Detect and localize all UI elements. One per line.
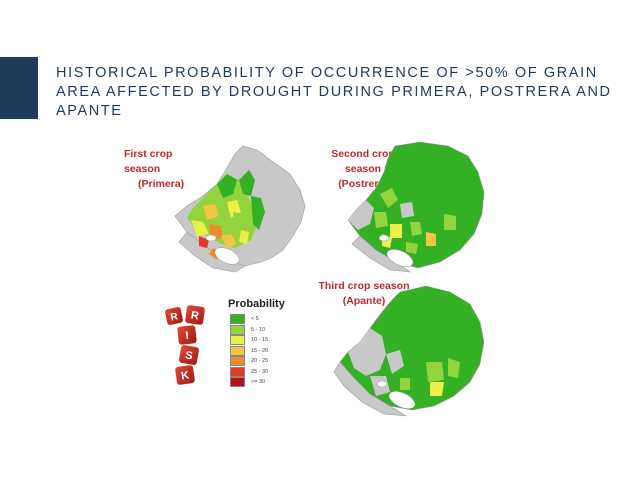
die-letter: K	[180, 369, 190, 382]
map-label-line: (Primera)	[138, 178, 185, 190]
map-label-line: Third crop season	[318, 280, 410, 292]
legend-label: 25 - 30	[251, 368, 269, 375]
legend-swatch	[230, 335, 245, 345]
legend-swatch	[230, 366, 245, 377]
map-label-line: Second crop season	[331, 148, 395, 175]
legend-label: 20 - 25	[251, 358, 269, 364]
legend-item: 25 - 30	[230, 366, 269, 377]
map-label-line: (Postrera)	[338, 178, 388, 190]
legend-label: 5 - 10	[251, 326, 266, 333]
die: I	[177, 325, 197, 345]
legend-label: 15 - 20	[251, 347, 269, 354]
legend-item: 15 - 20	[230, 345, 269, 356]
legend-label: < 5	[251, 316, 259, 322]
legend-label: 10 - 15	[251, 337, 269, 343]
map-apante	[333, 285, 485, 417]
die: S	[179, 345, 199, 365]
legend-swatch	[230, 377, 245, 387]
die-letter: S	[184, 349, 193, 362]
die-letter: R	[170, 311, 180, 323]
legend-item: < 5	[230, 314, 259, 324]
map-label-postrera: Second crop season (Postrera)	[313, 147, 413, 192]
legend-swatch	[230, 314, 245, 324]
legend-item: 10 - 15	[230, 335, 268, 345]
die: R	[185, 305, 205, 325]
die-letter: I	[185, 330, 189, 342]
accent-bar	[0, 57, 38, 119]
risk-dice-icon: R R I S K	[165, 305, 205, 385]
legend-item: 5 - 10	[230, 324, 266, 335]
legend-item: 20 - 25	[230, 356, 268, 366]
map-postrera	[347, 141, 485, 273]
map-label-apante: Third crop season (Apante)	[314, 279, 414, 309]
legend-title: Probability	[228, 298, 285, 310]
map-label-line: season	[124, 163, 161, 175]
legend-item: >= 30	[230, 377, 265, 387]
legend-swatch	[230, 345, 245, 356]
die: K	[175, 365, 195, 385]
die: R	[165, 307, 183, 325]
legend-swatch	[230, 356, 245, 366]
map-label-line: First crop	[124, 148, 173, 160]
legend-swatch	[230, 324, 245, 335]
map-label-line: (Apante)	[342, 295, 386, 307]
legend-label: >= 30	[251, 379, 266, 385]
map-label-primera: First crop season (Primera)	[124, 147, 184, 192]
map-primera	[174, 145, 306, 273]
slide-title: HISTORICAL PROBABILITY OF OCCURRENCE OF …	[56, 65, 612, 119]
die-letter: R	[190, 309, 200, 322]
